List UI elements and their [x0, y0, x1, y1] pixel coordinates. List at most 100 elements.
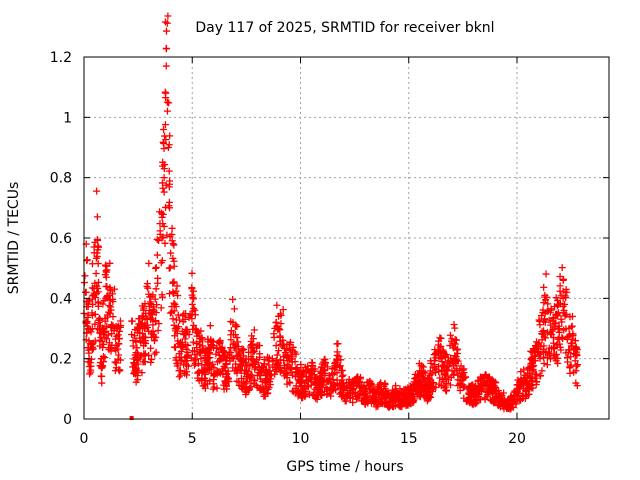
data-point — [408, 395, 416, 403]
y-tick-label: 0.8 — [50, 171, 72, 187]
data-point — [467, 384, 475, 392]
data-point — [216, 355, 224, 363]
data-point — [201, 384, 209, 392]
data-point — [169, 240, 177, 248]
data-point — [279, 306, 287, 314]
data-point — [166, 177, 174, 185]
data-point — [451, 324, 459, 332]
data-point — [280, 372, 288, 380]
data-point — [279, 336, 287, 344]
data-point — [554, 325, 562, 332]
data-point — [488, 377, 496, 385]
data-point — [292, 365, 300, 373]
data-point — [529, 377, 537, 385]
data-point — [176, 356, 184, 364]
data-point — [254, 359, 262, 367]
data-point — [152, 264, 160, 272]
data-point — [293, 369, 301, 377]
data-point — [144, 284, 152, 292]
data-point — [115, 327, 123, 335]
data-point — [305, 390, 313, 398]
data-point — [413, 390, 421, 398]
data-point — [188, 300, 196, 308]
data-point — [438, 358, 446, 366]
data-point — [482, 388, 490, 396]
data-point — [92, 269, 100, 277]
data-point — [157, 304, 165, 312]
data-point — [396, 403, 404, 411]
data-point — [484, 380, 492, 388]
data-point — [543, 328, 551, 336]
data-point — [437, 355, 445, 363]
data-point — [156, 220, 164, 228]
data-point — [171, 332, 179, 340]
data-point — [478, 387, 486, 395]
data-point — [554, 335, 562, 343]
data-point — [129, 342, 137, 350]
data-point — [307, 370, 315, 378]
data-point — [355, 378, 363, 386]
data-point — [91, 238, 99, 246]
data-point — [490, 384, 498, 392]
data-point — [94, 298, 102, 306]
data-point — [481, 394, 489, 402]
data-point — [556, 282, 564, 290]
data-point — [529, 384, 537, 392]
data-point — [555, 309, 563, 317]
data-point — [250, 347, 258, 355]
data-point — [564, 333, 572, 341]
data-point — [470, 391, 478, 399]
data-point — [526, 372, 534, 380]
data-point — [381, 381, 389, 389]
data-point — [259, 363, 267, 371]
data-point — [528, 367, 536, 375]
data-point — [502, 400, 510, 408]
data-point — [410, 378, 418, 386]
data-point — [201, 361, 209, 369]
data-point — [202, 376, 210, 384]
data-point — [336, 390, 344, 398]
data-point — [457, 373, 465, 381]
data-point — [463, 397, 471, 405]
data-point — [450, 340, 458, 348]
data-point — [398, 394, 406, 402]
data-point — [136, 337, 144, 345]
data-point — [463, 385, 471, 393]
data-point — [400, 386, 408, 394]
data-point — [97, 355, 105, 363]
data-point — [81, 272, 89, 280]
data-point — [163, 19, 171, 27]
data-point — [444, 367, 452, 375]
data-point — [442, 374, 450, 382]
data-point — [288, 346, 296, 354]
data-point — [101, 317, 109, 325]
data-point — [260, 392, 268, 400]
data-point — [110, 325, 118, 332]
data-point — [470, 398, 478, 406]
data-point — [538, 312, 546, 320]
data-point — [422, 393, 430, 401]
y-tick-label: 1 — [63, 110, 72, 126]
ticks — [83, 56, 609, 420]
data-point — [168, 308, 176, 316]
data-point — [169, 315, 177, 323]
data-point — [530, 362, 538, 370]
data-point — [151, 350, 159, 358]
data-point — [132, 349, 140, 357]
data-point — [104, 313, 112, 321]
data-point — [457, 362, 465, 370]
data-point — [152, 263, 160, 271]
data-point — [147, 355, 155, 363]
data-point — [206, 377, 214, 385]
data-point — [267, 371, 275, 379]
data-point — [173, 325, 181, 332]
x-axis-label: GPS time / hours — [286, 459, 403, 475]
data-point — [179, 318, 187, 326]
data-point — [547, 355, 555, 363]
data-point — [288, 387, 296, 395]
data-point — [341, 397, 349, 405]
data-point — [93, 249, 101, 257]
data-point — [145, 290, 153, 298]
data-point — [489, 388, 497, 396]
data-point — [175, 367, 183, 375]
